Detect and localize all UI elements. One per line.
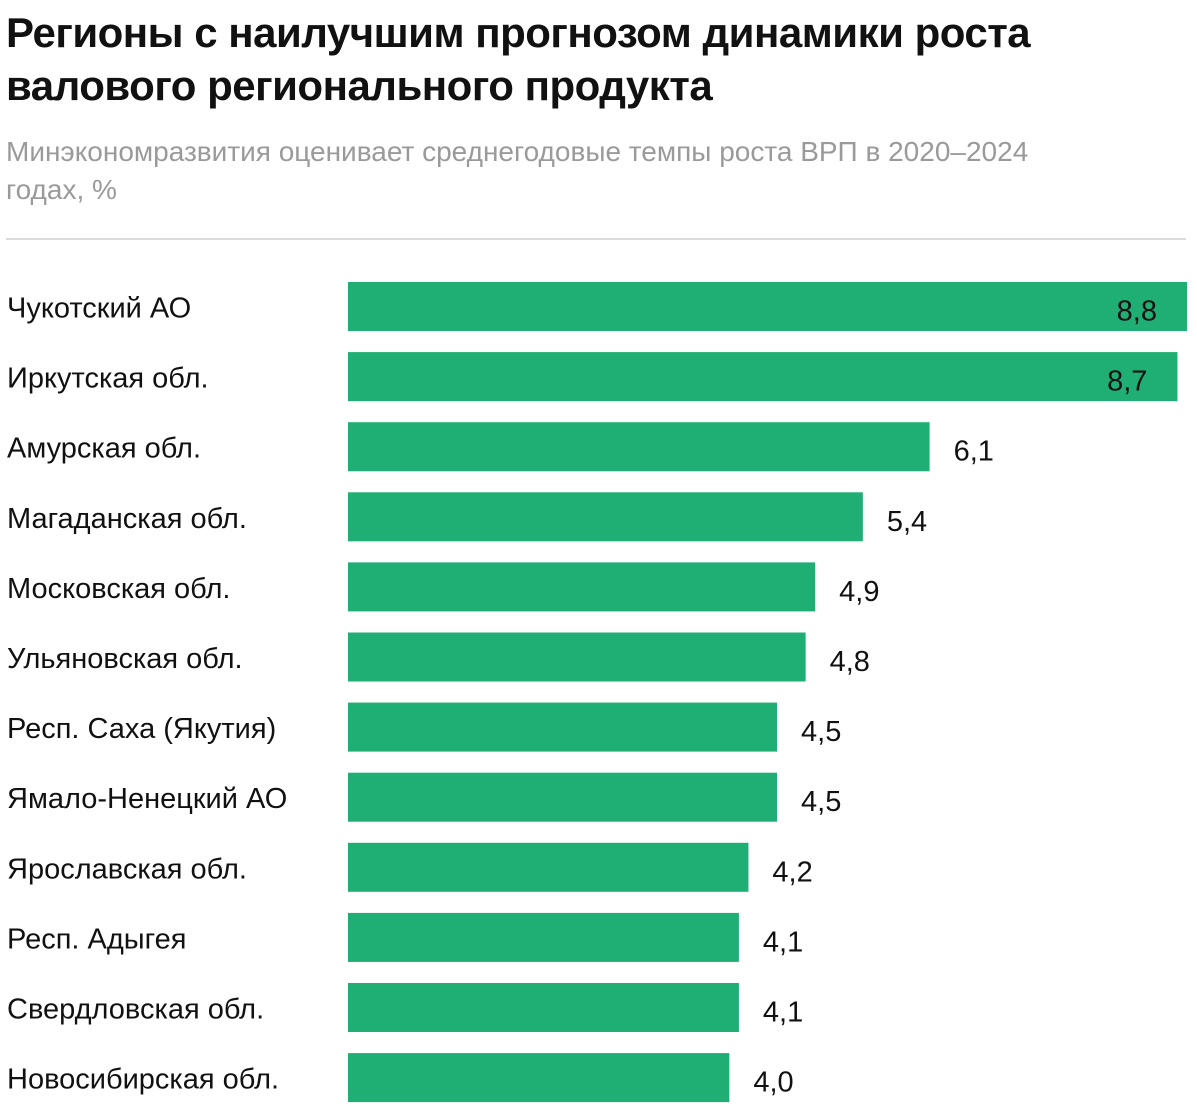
bar-row: Респ. Саха (Якутия) 4,5: [7, 702, 841, 752]
bar: [348, 352, 1178, 402]
category-label: Магаданская обл.: [7, 503, 247, 535]
bar-row: Ямало-Ненецкий АО 4,5: [7, 772, 841, 822]
value-label: 4,1: [763, 997, 803, 1029]
bar-row: Ульяновская обл. 4,8: [7, 632, 870, 682]
category-label: Ямало-Ненецкий АО: [7, 783, 287, 815]
value-label: 4,5: [801, 786, 841, 818]
bar: [348, 702, 778, 752]
value-label: 4,0: [753, 1067, 793, 1099]
value-label: 4,5: [801, 716, 841, 748]
value-label: 5,4: [887, 506, 927, 538]
bar: [348, 983, 739, 1032]
value-label: 4,2: [772, 856, 812, 888]
value-label: 4,8: [830, 646, 870, 678]
bar-row: Ярославская обл. 4,2: [7, 842, 813, 892]
bar: [348, 842, 749, 892]
category-label: Чукотский АО: [7, 293, 191, 325]
bar-row: Новосибирская обл. 4,0: [7, 1053, 794, 1103]
value-label: 4,9: [839, 576, 879, 608]
category-label: Иркутская обл.: [7, 363, 209, 395]
bar-row: Чукотский АО 8,8: [7, 282, 1187, 331]
bar-row: Иркутская обл. 8,7: [7, 352, 1178, 402]
value-label: 6,1: [954, 436, 994, 468]
bar-row: Амурская обл. 6,1: [7, 422, 994, 472]
chart-title: Регионы с наилучшим прогнозом динамики р…: [6, 9, 1031, 109]
category-label: Респ. Саха (Якутия): [7, 713, 276, 745]
bar: [348, 422, 930, 472]
value-label: 8,7: [1107, 366, 1147, 398]
bar-row: Магаданская обл. 5,4: [7, 492, 927, 542]
category-label: Респ. Адыгея: [7, 923, 186, 955]
category-label: Московская обл.: [7, 573, 230, 605]
category-label: Свердловская обл.: [7, 994, 264, 1026]
bar-row: Свердловская обл. 4,1: [7, 983, 803, 1032]
category-label: Ярославская обл.: [7, 853, 247, 885]
bar: [348, 492, 863, 542]
category-label: Новосибирская обл.: [7, 1064, 279, 1096]
bar: [348, 1053, 730, 1103]
category-label: Амурская обл.: [7, 433, 201, 465]
value-label: 8,8: [1117, 296, 1157, 328]
bar: [348, 562, 816, 612]
chart-subtitle: Минэкономразвития оценивает среднегодовы…: [6, 136, 1029, 205]
bar-row: Московская обл. 4,9: [7, 562, 879, 612]
value-label: 4,1: [763, 926, 803, 958]
bar-row: Респ. Адыгея 4,1: [7, 912, 803, 962]
header-divider: [6, 238, 1186, 240]
bar: [348, 912, 739, 962]
bar: [348, 632, 806, 682]
bar: [348, 282, 1187, 331]
category-label: Ульяновская обл.: [7, 643, 243, 675]
bar: [348, 772, 778, 822]
